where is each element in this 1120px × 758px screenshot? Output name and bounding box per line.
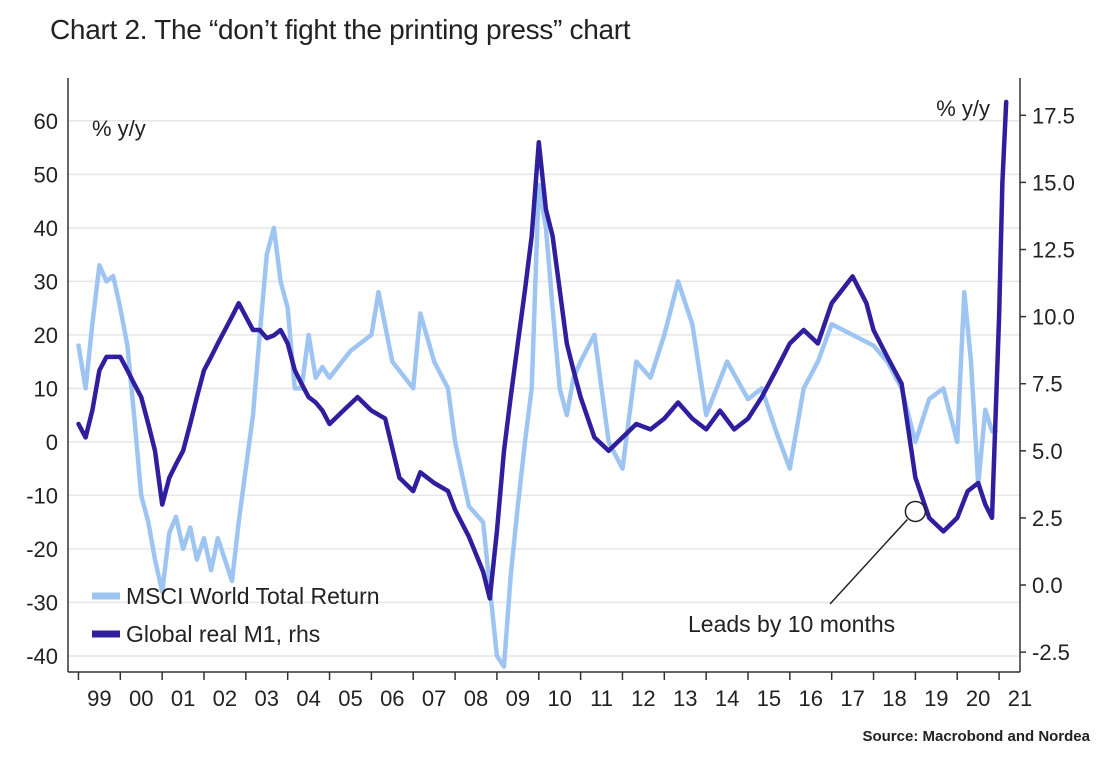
left-tick-label: 10	[34, 376, 58, 401]
series-line-msci	[76, 182, 998, 669]
x-tick-label: 06	[380, 686, 404, 711]
left-tick-label: 50	[34, 162, 58, 187]
x-tick-label: 16	[799, 686, 823, 711]
axis-layer: 60 50 40 30 20 10 0 -10 -20 -30 -40 17.5 15.0 12.5 10.…	[26, 78, 1075, 711]
left-tick-label: 0	[46, 430, 58, 455]
right-tick-label: 12.5	[1032, 238, 1075, 263]
annotation-pointer	[829, 518, 908, 605]
x-tick-label: 20	[966, 686, 990, 711]
annotation-circle	[904, 500, 927, 523]
x-tick-label: 01	[171, 686, 195, 711]
right-tick-label: 7.5	[1032, 372, 1063, 397]
left-tick-label: -40	[26, 644, 58, 669]
left-tick-label: 30	[34, 269, 58, 294]
x-tick-label: 99	[87, 686, 111, 711]
series-line-m1	[76, 99, 1009, 601]
x-tick-label: 07	[422, 686, 446, 711]
x-tick-label: 18	[882, 686, 906, 711]
x-tick-label: 21	[1008, 686, 1032, 711]
x-tick-label: 19	[924, 686, 948, 711]
annotation-label: Leads by 10 months	[688, 611, 895, 637]
x-tick-label: 10	[547, 686, 571, 711]
x-tick-label: 12	[631, 686, 655, 711]
x-tick-label: 14	[715, 686, 739, 711]
series-layer	[76, 99, 1009, 669]
right-tick-label: 15.0	[1032, 170, 1075, 195]
x-tick-label: 13	[673, 686, 697, 711]
x-tick-label: 11	[590, 686, 613, 711]
chart-source: Source: Macrobond and Nordea	[862, 728, 1090, 745]
left-tick-label: -20	[26, 537, 58, 562]
x-tick-label: 17	[840, 686, 864, 711]
left-tick-label: 60	[34, 109, 58, 134]
chart-title: Chart 2. The “don’t fight the printing p…	[50, 14, 631, 45]
x-tick-label: 02	[213, 686, 237, 711]
right-tick-label: 0.0	[1032, 573, 1063, 598]
right-tick-label: 10.0	[1032, 305, 1075, 330]
x-tick-label: 09	[506, 686, 530, 711]
x-tick-label: 03	[255, 686, 279, 711]
right-tick-label: -2.5	[1032, 640, 1070, 665]
x-tick-label: 04	[296, 686, 320, 711]
x-tick-label: 08	[464, 686, 488, 711]
x-tick-label: 00	[129, 686, 153, 711]
legend: MSCI World Total Return Global real M1, r…	[92, 583, 380, 647]
annotation-layer: Leads by 10 months	[688, 500, 927, 637]
legend-label: MSCI World Total Return	[126, 583, 380, 609]
legend-label: Global real M1, rhs	[126, 621, 320, 647]
left-unit-label: % y/y	[92, 116, 146, 141]
left-tick-label: -30	[26, 590, 58, 615]
left-tick-label: 40	[34, 216, 58, 241]
right-unit-label: % y/y	[936, 96, 990, 121]
x-tick-label: 05	[338, 686, 362, 711]
x-tick-label: 15	[757, 686, 781, 711]
right-tick-label: 17.5	[1032, 103, 1075, 128]
right-tick-label: 5.0	[1032, 439, 1063, 464]
left-tick-label: 20	[34, 323, 58, 348]
right-tick-label: 2.5	[1032, 506, 1063, 531]
left-tick-label: -10	[26, 483, 58, 508]
